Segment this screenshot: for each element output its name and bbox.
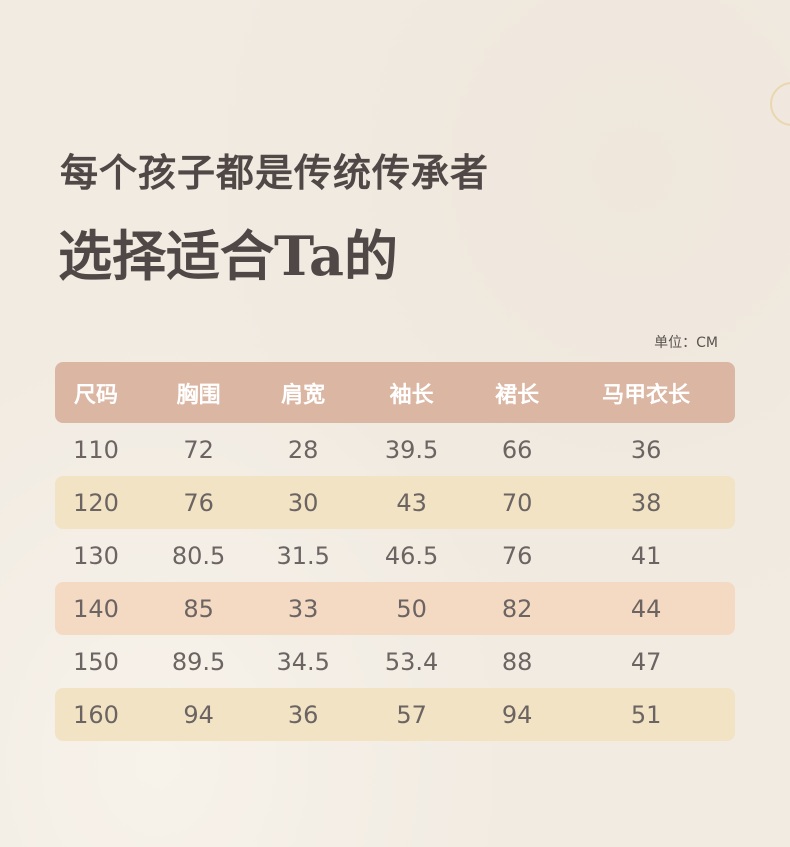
column-header: 胸围: [176, 382, 221, 408]
table-cell: 130: [73, 541, 119, 570]
table-cell: 28: [287, 435, 319, 464]
table-cell: 34.5: [276, 647, 330, 676]
table-cell: 76: [183, 488, 214, 517]
table-cell: 110: [73, 435, 119, 464]
table-cell: 94: [501, 700, 533, 729]
table-cell: 120: [73, 488, 119, 517]
table-cell: 140: [73, 594, 119, 623]
column-header: 裙长: [495, 382, 540, 408]
table-cell: 50: [396, 594, 427, 623]
table-cell: 89.5: [171, 647, 226, 676]
column-header: 肩宽: [281, 382, 326, 408]
table-cell: 150: [73, 647, 119, 676]
table-cell: 66: [501, 435, 533, 464]
table-cell: 47: [630, 647, 662, 676]
table-header: 尺码 胸围 肩宽 袖长 裙长 马甲衣长: [55, 362, 735, 423]
table-cell: 41: [630, 541, 662, 570]
table-row: 160 94 36 57 94 51: [55, 688, 735, 741]
table-cell: 36: [630, 435, 662, 464]
table-cell: 33: [287, 594, 319, 623]
table-cell: 44: [630, 594, 662, 623]
table-cell: 72: [183, 435, 214, 464]
table-cell: 31.5: [276, 541, 330, 570]
table-cell: 85: [183, 594, 214, 623]
table-cell: 38: [630, 488, 662, 517]
table-cell: 53.4: [384, 647, 439, 676]
table-row: 110 72 28 39.5 66 36: [55, 423, 735, 476]
table-cell: 70: [501, 488, 533, 517]
table-row: 120 76 30 43 70 38: [55, 476, 735, 529]
table-cell: 76: [501, 541, 533, 570]
column-header: 马甲衣长: [602, 382, 691, 408]
table-row: 140 85 33 50 82 44: [55, 582, 735, 635]
column-header: 袖长: [389, 382, 434, 408]
table-cell: 39.5: [384, 435, 439, 464]
column-header: 尺码: [74, 382, 119, 408]
table-cell: 30: [287, 488, 319, 517]
table-cell: 82: [501, 594, 533, 623]
table-row: 130 80.5 31.5 46.5 76 41: [55, 529, 735, 582]
unit-label: 单位：CM: [654, 335, 718, 351]
table-cell: 51: [630, 700, 662, 729]
table-cell: 160: [73, 700, 119, 729]
page-title: 选择适合Ta的: [58, 224, 399, 288]
table-cell: 36: [287, 700, 319, 729]
table-cell: 88: [501, 647, 533, 676]
table-cell: 46.5: [384, 541, 439, 570]
table-cell: 57: [396, 700, 427, 729]
table-cell: 94: [183, 700, 214, 729]
table-cell: 43: [396, 488, 427, 517]
table-row: 150 89.5 34.5 53.4 88 47: [55, 635, 735, 688]
table-cell: 80.5: [171, 541, 226, 570]
size-table: 尺码 胸围 肩宽 袖长 裙长 马甲衣长 110 72 28 39.5 66 36 120 76 30 43 7…: [55, 362, 735, 741]
subtitle: 每个孩子都是传统传承者: [60, 150, 490, 195]
